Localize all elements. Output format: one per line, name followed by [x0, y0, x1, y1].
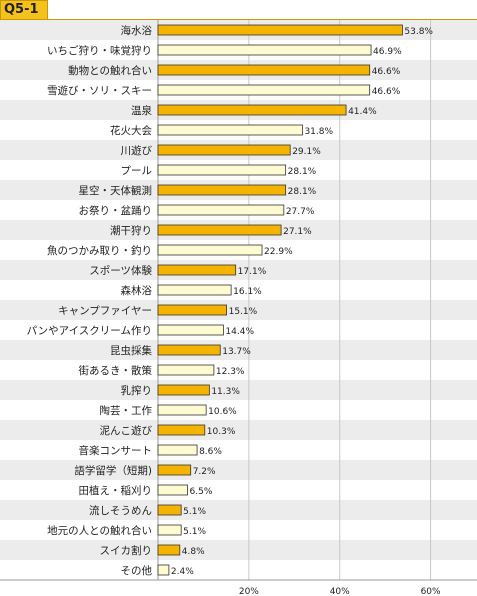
value-label: 17.1% — [238, 267, 267, 277]
value-label: 46.6% — [372, 87, 401, 97]
value-label: 53.8% — [404, 27, 433, 37]
row-shade — [0, 380, 477, 400]
value-label: 4.8% — [182, 547, 205, 557]
category-label: 温泉 — [131, 104, 152, 117]
category-label: 花火大会 — [110, 124, 152, 137]
category-label: 街あるき・散策 — [79, 364, 153, 377]
category-label: その他 — [121, 564, 153, 577]
category-label: 語学留学（短期) — [74, 464, 152, 477]
category-label: いちご狩り・味覚狩り — [47, 44, 152, 57]
category-label: プール — [121, 165, 153, 177]
value-label: 5.1% — [183, 507, 206, 517]
category-label: 雪遊び・ソリ・スキー — [47, 84, 152, 97]
value-label: 27.7% — [286, 207, 315, 217]
category-label: 潮干狩り — [110, 224, 152, 237]
value-label: 13.7% — [222, 347, 251, 357]
bar — [157, 44, 372, 56]
bar — [157, 164, 287, 176]
bar — [157, 124, 303, 136]
row-shade — [0, 420, 477, 440]
value-label: 41.4% — [348, 107, 377, 117]
x-tick-label: 60% — [421, 587, 441, 596]
category-label: パンやアイスクリーム作り — [27, 325, 152, 337]
bar — [157, 244, 263, 256]
row-shade — [0, 540, 477, 560]
category-label: 海水浴 — [121, 24, 153, 37]
bar — [157, 304, 227, 316]
bar — [157, 24, 403, 36]
x-tick-label: 40% — [330, 587, 350, 596]
category-label: 泥んこ遊び — [100, 424, 153, 437]
value-label: 29.1% — [292, 147, 321, 157]
value-label: 28.1% — [288, 167, 317, 177]
category-label: 乳搾り — [121, 384, 153, 397]
category-label: 魚のつかみ取り・釣り — [47, 244, 152, 257]
value-label: 12.3% — [216, 367, 245, 377]
value-label: 6.5% — [190, 487, 213, 497]
category-label: スポーツ体験 — [89, 264, 152, 277]
bar — [157, 464, 192, 476]
bar — [157, 204, 285, 216]
category-label: 流しそうめん — [89, 504, 152, 517]
bar — [157, 344, 221, 356]
row-shade — [0, 300, 477, 320]
bar — [157, 544, 181, 556]
bar — [157, 364, 215, 376]
value-label: 8.6% — [199, 447, 222, 457]
bar — [157, 404, 207, 416]
bar — [157, 564, 170, 576]
value-label: 46.6% — [372, 67, 401, 77]
value-label: 16.1% — [233, 287, 262, 297]
category-label: 地元の人との触れ合い — [47, 524, 152, 537]
bar — [157, 524, 182, 536]
value-label: 2.4% — [171, 567, 194, 577]
title-rule — [0, 19, 477, 20]
bar — [157, 424, 206, 436]
value-label: 14.4% — [225, 327, 254, 337]
row-shade — [0, 340, 477, 360]
bar — [157, 384, 210, 396]
value-label: 22.9% — [264, 247, 293, 257]
category-label: 音楽コンサート — [79, 444, 153, 457]
category-label: キャンプファイヤー — [58, 305, 152, 317]
bar — [157, 504, 182, 516]
bar — [157, 484, 188, 496]
category-label: 森林浴 — [121, 284, 153, 297]
category-label: 動物との触れ合い — [68, 64, 152, 77]
bar-chart: 海水浴 53.8% いちご狩り・味覚狩り 46.9% 動物との触れ合い 46.6% 雪遊び・… — [0, 20, 477, 596]
value-label: 15.1% — [229, 307, 258, 317]
bar — [157, 324, 224, 336]
value-label: 7.2% — [193, 467, 216, 477]
bar — [157, 184, 287, 196]
bar — [157, 64, 371, 76]
category-label: 川遊び — [121, 144, 153, 157]
bar — [157, 264, 237, 276]
question-tab: Q5-1 — [0, 0, 48, 20]
value-label: 5.1% — [183, 527, 206, 537]
row-shade — [0, 260, 477, 280]
bar — [157, 104, 347, 116]
x-tick-label: 20% — [239, 587, 259, 596]
row-shade — [0, 460, 477, 480]
bar — [157, 84, 371, 96]
value-label: 10.3% — [207, 427, 236, 437]
value-label: 10.6% — [208, 407, 237, 417]
value-label: 28.1% — [288, 187, 317, 197]
category-label: お祭り・盆踊り — [79, 204, 153, 217]
value-label: 46.9% — [373, 47, 402, 57]
bar — [157, 284, 232, 296]
row-shade — [0, 500, 477, 520]
value-label: 27.1% — [283, 227, 312, 237]
value-label: 11.3% — [211, 387, 240, 397]
bar — [157, 144, 291, 156]
bar — [157, 444, 198, 456]
category-label: 星空・天体観測 — [79, 184, 153, 197]
category-label: 昆虫採集 — [110, 344, 152, 357]
value-label: 31.8% — [304, 127, 333, 137]
bar — [157, 224, 282, 236]
category-label: 田植え・稲刈り — [79, 484, 153, 497]
category-label: スイカ割り — [100, 544, 153, 557]
category-label: 陶芸・工作 — [100, 404, 153, 417]
